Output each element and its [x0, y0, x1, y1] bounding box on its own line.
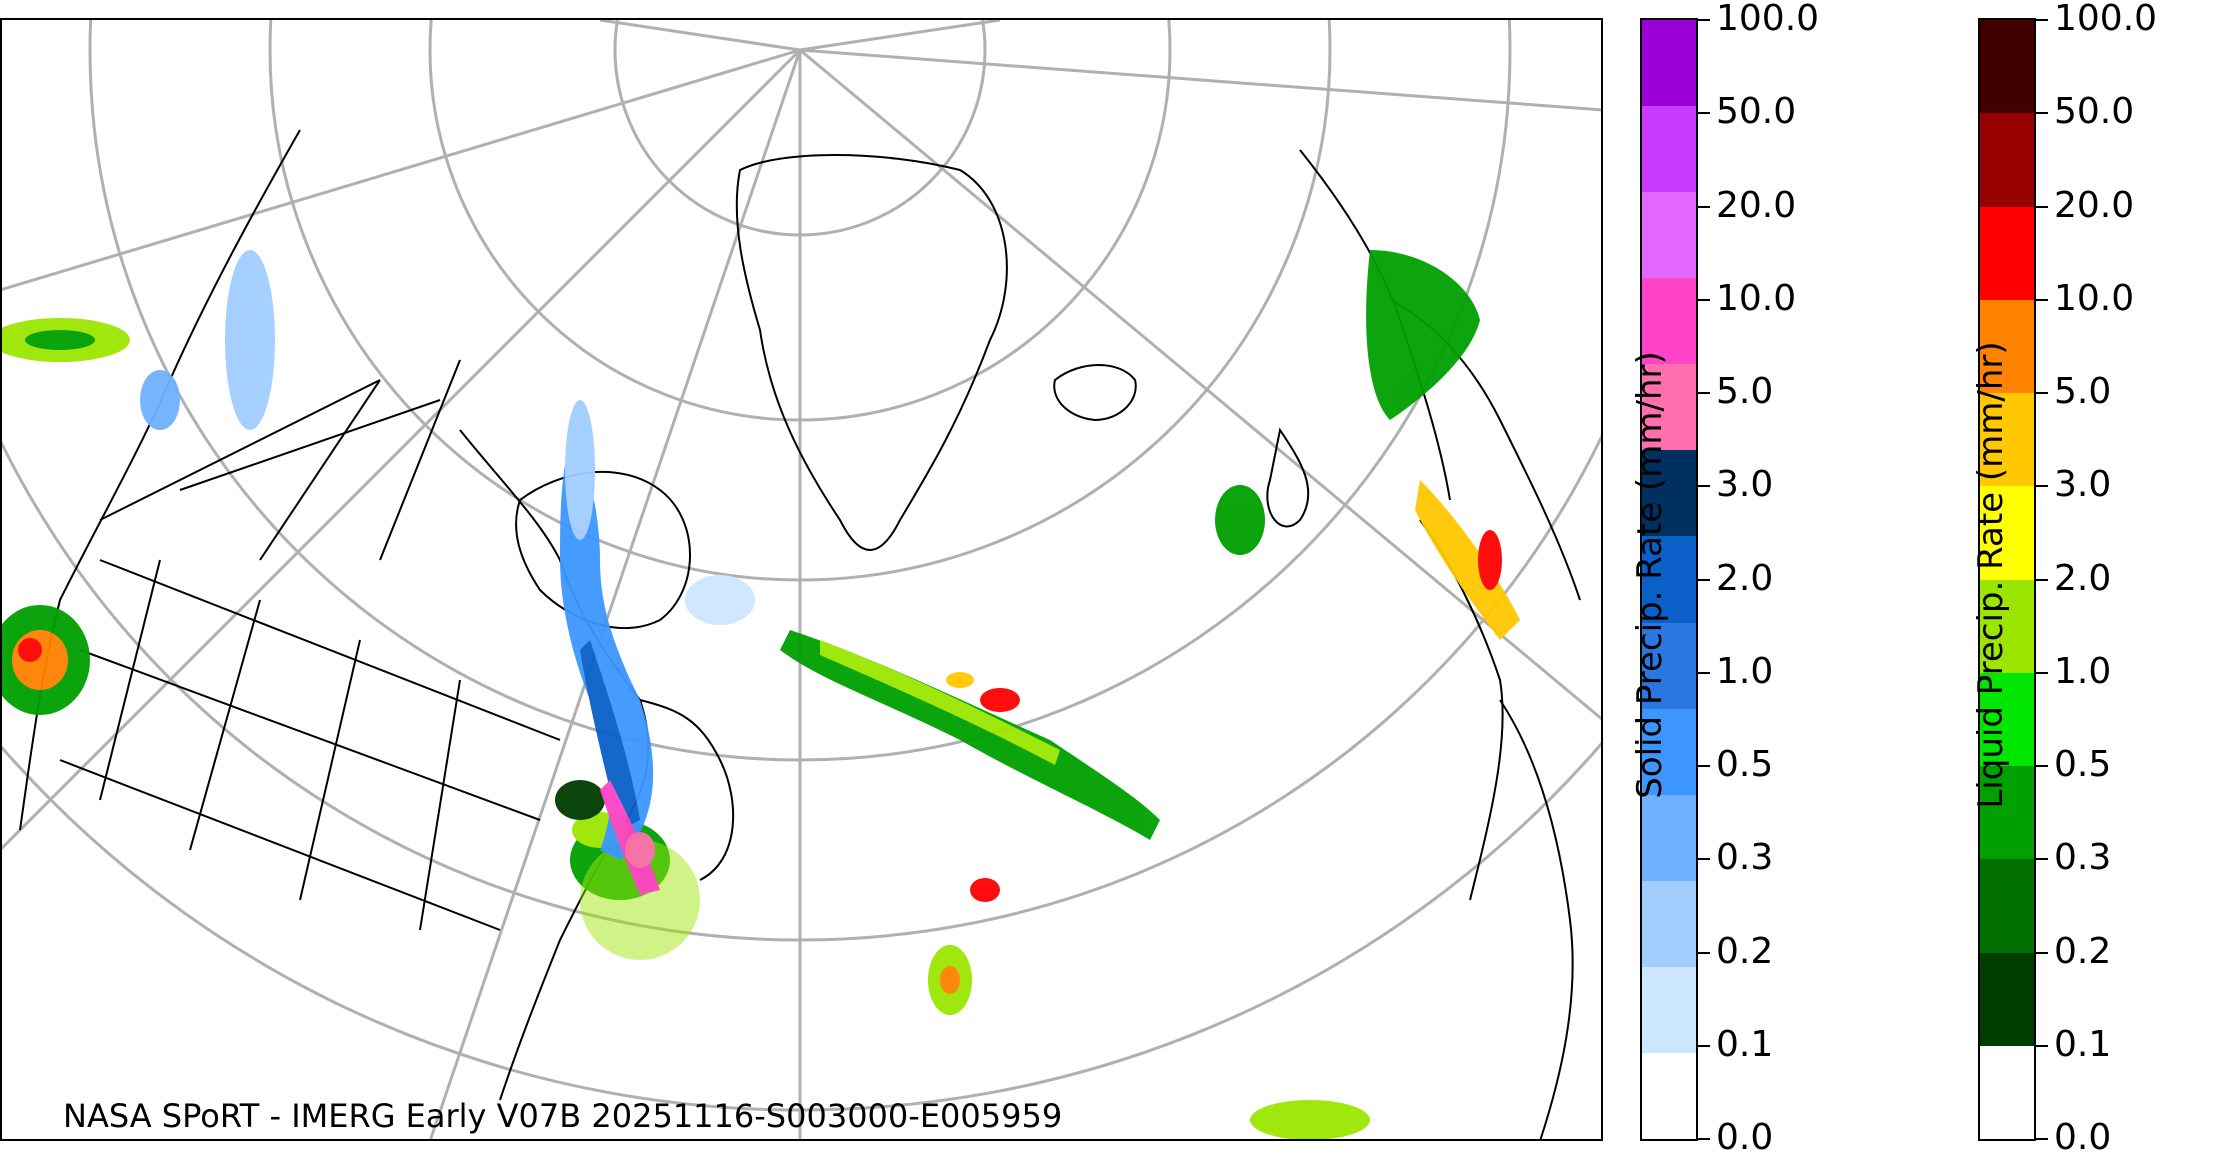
colorbar-tick-label: 0.0	[1716, 1117, 1774, 1158]
precip-solid	[140, 250, 755, 895]
colorbar-segment	[1980, 579, 2034, 673]
colorbar-segment	[1642, 1052, 1696, 1139]
colorbar-tick-mark	[2036, 1138, 2048, 1140]
colorbar-tick-label: 20.0	[1716, 184, 1797, 226]
colorbar-tick-label: 100.0	[1716, 0, 1820, 39]
colorbar-tick-mark	[2036, 858, 2048, 861]
colorbar-segment	[1980, 672, 2034, 766]
colorbar-tick-label: 0.0	[2054, 1117, 2112, 1158]
colorbar-segment	[1980, 1045, 2034, 1139]
colorbar-segment	[1642, 622, 1696, 709]
map-credit: NASA SPoRT - IMERG Early V07B 20251116-S…	[63, 1097, 1063, 1135]
colorbar-segment	[1642, 708, 1696, 795]
colorbar-tick-label: 100.0	[2054, 0, 2158, 39]
colorbar-segment	[1980, 766, 2034, 860]
colorbar-segment	[1642, 20, 1696, 107]
colorbar-tick-mark	[1698, 951, 1710, 954]
colorbar-segment	[1980, 113, 2034, 207]
colorbar-tick-mark	[1698, 112, 1710, 115]
colorbar-tick-mark	[2036, 671, 2048, 674]
colorbar-segment	[1980, 20, 2034, 114]
colorbar-tick-label: 0.5	[1716, 744, 1774, 785]
colorbar-segment	[1642, 364, 1696, 451]
colorbar-segment	[1980, 206, 2034, 300]
colorbar-tick-mark	[2036, 1044, 2048, 1047]
colorbar-segment	[1642, 536, 1696, 623]
liquid-colorbar-label: Liquid Precip. Rate (mm/hr)	[1971, 341, 2011, 809]
colorbar-tick-mark	[1698, 578, 1710, 581]
colorbar-tick-mark	[1698, 205, 1710, 208]
colorbar-tick-mark	[1698, 671, 1710, 674]
colorbar-tick-label: 1.0	[1716, 650, 1774, 692]
colorbar-tick-label: 3.0	[2054, 464, 2112, 506]
colorbar-tick-label: 1.0	[2054, 650, 2112, 692]
colorbar-tick-label: 0.2	[1716, 930, 1774, 972]
colorbar-tick-label: 10.0	[2054, 277, 2135, 319]
colorbar-tick-mark	[1698, 765, 1710, 767]
colorbar-tick-label: 0.1	[2054, 1023, 2112, 1065]
colorbar-tick-mark	[2036, 485, 2048, 488]
colorbar-segment	[1642, 880, 1696, 967]
colorbar-tick-mark	[1698, 1044, 1710, 1047]
colorbar-segment	[1980, 952, 2034, 1046]
colorbar-tick-mark	[2036, 951, 2048, 954]
graticule	[2, 20, 1601, 1139]
solid-colorbar-label: Solid Precip. Rate (mm/hr)	[1630, 351, 1670, 799]
colorbar-tick-label: 10.0	[1716, 277, 1797, 319]
colorbar-tick-mark	[1698, 1138, 1710, 1140]
colorbar-tick-label: 5.0	[2054, 371, 2112, 412]
colorbar-tick-mark	[2036, 765, 2048, 767]
colorbar-tick-mark	[1698, 19, 1710, 21]
colorbar-tick-label: 2.0	[1716, 557, 1774, 599]
colorbar-segment	[1980, 299, 2034, 393]
colorbar-tick-mark	[2036, 578, 2048, 581]
colorbar-tick-mark	[1698, 485, 1710, 488]
colorbar-tick-label: 3.0	[1716, 464, 1774, 506]
colorbar-tick-mark	[2036, 112, 2048, 115]
colorbar-tick-mark	[1698, 858, 1710, 861]
colorbar-tick-mark	[2036, 19, 2048, 21]
colorbar-segment	[1642, 794, 1696, 881]
colorbar-tick-label: 0.5	[2054, 744, 2112, 785]
colorbar-tick-label: 2.0	[2054, 557, 2112, 599]
colorbar-segment	[1642, 450, 1696, 537]
colorbar-tick-mark	[1698, 298, 1710, 301]
colorbar-segment	[1980, 859, 2034, 953]
liquid-colorbar	[1978, 18, 2036, 1141]
colorbar-segment	[1642, 106, 1696, 193]
colorbar-tick-mark	[1698, 392, 1710, 394]
colorbar-tick-label: 5.0	[1716, 371, 1774, 412]
colorbar-tick-mark	[2036, 205, 2048, 208]
colorbar-tick-label: 20.0	[2054, 184, 2135, 226]
colorbar-tick-label: 0.1	[1716, 1023, 1774, 1065]
colorbar-segment	[1642, 966, 1696, 1053]
colorbar-segment	[1642, 192, 1696, 279]
colorbar-tick-label: 50.0	[2054, 91, 2135, 133]
colorbar-tick-label: 50.0	[1716, 91, 1797, 133]
colorbar-tick-mark	[2036, 392, 2048, 394]
precip-liquid	[2, 250, 1520, 1139]
colorbar-tick-label: 0.2	[2054, 930, 2112, 972]
colorbar-tick-label: 0.3	[2054, 837, 2112, 879]
solid-colorbar	[1640, 18, 1698, 1141]
colorbar-tick-label: 0.3	[1716, 837, 1774, 879]
coastlines	[19, 129, 1581, 1139]
colorbar-tick-mark	[2036, 298, 2048, 301]
colorbar-segment	[1980, 486, 2034, 580]
colorbar-segment	[1642, 278, 1696, 365]
colorbar-segment	[1980, 393, 2034, 487]
